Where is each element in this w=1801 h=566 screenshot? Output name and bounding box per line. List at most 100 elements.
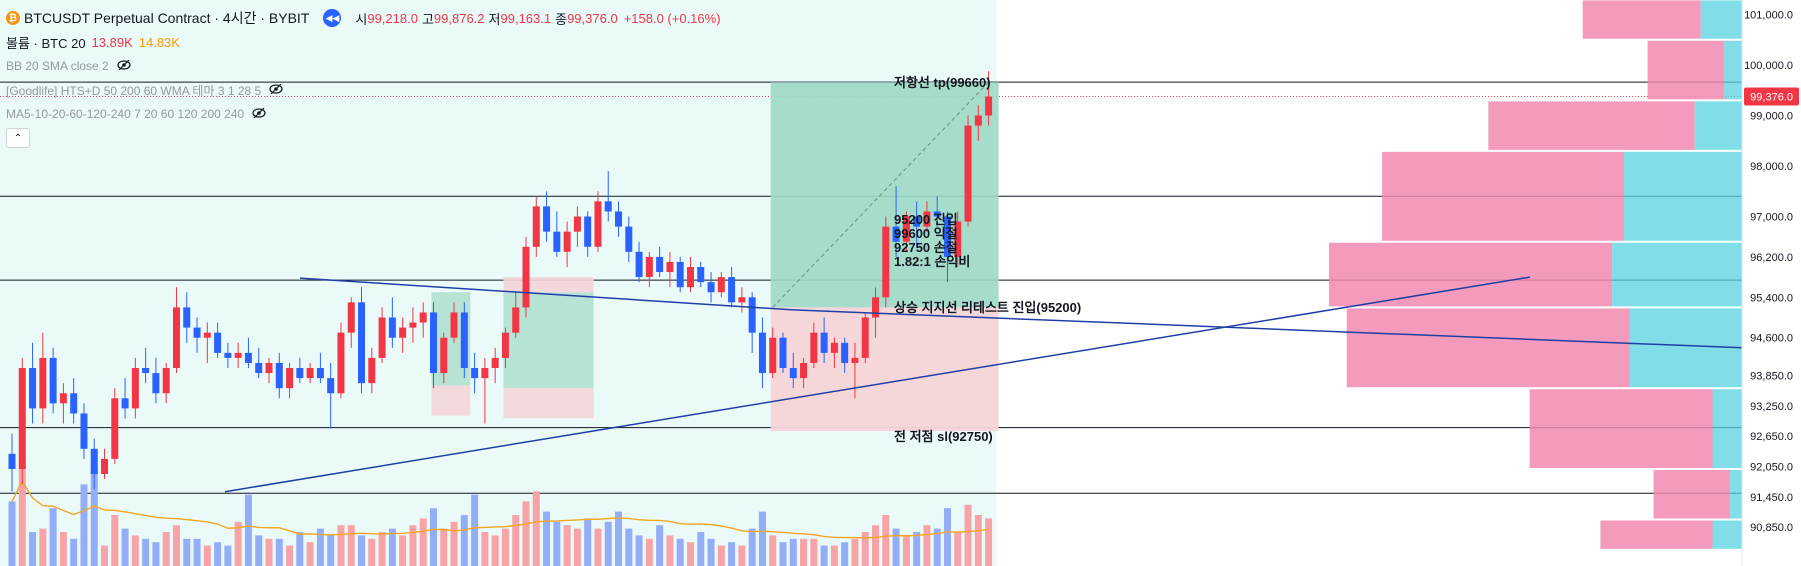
volume-bar [501, 528, 509, 566]
indicator-hts-row[interactable]: [Goodlife] HTS+D 50 200 60 WMA 테마 3 1 28… [6, 78, 721, 102]
price-tick-label: 97,000.0 [1750, 212, 1793, 224]
candle-body [604, 201, 612, 212]
volume-bar [39, 528, 47, 566]
symbol-row: ₿ BTCUSDT Perpetual Contract · 4시간 · BYB… [6, 6, 721, 30]
volume-bar [49, 508, 57, 566]
candle-body [584, 216, 592, 247]
volume-bar [90, 467, 98, 566]
candlesticks[interactable] [8, 71, 993, 492]
prior-position-loss-zone [503, 388, 594, 419]
profile-sell-bar [1600, 520, 1713, 549]
volume-bar [142, 538, 150, 566]
collapse-legend-icon[interactable]: ◀◀ [323, 9, 342, 27]
last-price-tag-label: 99,376.0 [1750, 92, 1793, 104]
volume-label: 볼륨 · BTC 20 [6, 35, 86, 51]
volume-bar [810, 538, 818, 566]
volume-bar [429, 508, 437, 566]
candle-body [830, 342, 838, 353]
candle-body [563, 231, 571, 252]
candle-body [943, 216, 951, 257]
volume-bar [954, 532, 962, 566]
candle-body [203, 332, 211, 338]
volume-bar [594, 528, 602, 566]
price-tick-label: 100,000.0 [1744, 60, 1793, 72]
volume-bar [532, 491, 540, 566]
prior-position-profit-zone [503, 292, 594, 389]
volume-bar [234, 521, 242, 566]
note-risk-reward: 1.82:1 손익비 [894, 254, 970, 269]
volume-bar [522, 501, 530, 566]
open-value: 99,218.0 [367, 10, 418, 26]
chart-legend: ₿ BTCUSDT Perpetual Contract · 4시간 · BYB… [6, 6, 721, 150]
indicator-ma-label: MA5-10-20-60-120-240 7 20 60 120 200 240 [6, 107, 245, 121]
candle-body [265, 362, 273, 374]
volume-bar [255, 535, 263, 566]
volume-bar [306, 542, 314, 566]
candle-body [635, 251, 643, 278]
candle-body [481, 368, 489, 379]
price-tick-label: 94,600.0 [1750, 333, 1793, 345]
trendlines[interactable] [224, 276, 1743, 493]
volume-row[interactable]: 볼륨 · BTC 20 13.89K 14.83K [6, 30, 721, 54]
candle-body [974, 115, 982, 126]
chevron-up-icon[interactable]: ⌃ [6, 128, 30, 148]
profile-sell-bar [1488, 101, 1695, 150]
candle-body [851, 357, 859, 363]
candle-body [152, 373, 160, 394]
candle-body [553, 231, 561, 252]
last-price-tag [1744, 87, 1799, 106]
volume-bar [943, 508, 951, 566]
eye-off-icon[interactable] [269, 83, 283, 98]
candle-body [779, 337, 787, 368]
volume-bar [800, 538, 808, 566]
symbol-title[interactable]: BTCUSDT Perpetual Contract · 4시간 · BYBIT [24, 10, 310, 26]
price-axis-background [1742, 0, 1801, 566]
eye-off-icon[interactable] [117, 59, 131, 74]
candle-body [707, 282, 715, 293]
volume-bar [584, 518, 592, 566]
candle-body [933, 211, 941, 217]
volume-bar [368, 538, 376, 566]
volume-bar [460, 515, 468, 566]
candle-body [142, 368, 150, 374]
profile-sell-bar [1529, 389, 1713, 468]
volume-bar [481, 532, 489, 566]
resistance-trendline [299, 277, 794, 311]
candle-body [512, 307, 520, 333]
indicator-ma-row[interactable]: MA5-10-20-60-120-240 7 20 60 120 200 240 [6, 102, 721, 126]
volume-bar [779, 542, 787, 566]
volume-bar [327, 535, 335, 566]
candle-body [440, 337, 448, 374]
candle-body [645, 256, 653, 278]
price-axis[interactable]: 101,000.0 100,000.0 99,000.0 98,000.0 97,000… [1741, 0, 1801, 566]
candle-body [388, 317, 396, 338]
volume-bar [275, 538, 283, 566]
candle-body [101, 458, 109, 475]
candle-body [532, 206, 540, 247]
candle-body [522, 246, 530, 308]
candle-body [368, 357, 376, 384]
candle-body [800, 362, 808, 379]
volume-bar [645, 538, 653, 566]
bitcoin-icon: ₿ [6, 11, 20, 25]
volume-bar [707, 538, 715, 566]
candle-body [872, 297, 880, 318]
volume-bar [882, 515, 890, 566]
volume-bar [697, 532, 705, 566]
candle-body [913, 216, 921, 227]
volume-bar [347, 525, 355, 566]
price-tick-label: 91,450.0 [1750, 492, 1793, 504]
profile-buy-bar [1730, 470, 1743, 519]
volume-bar [738, 545, 746, 566]
support-trendline [224, 425, 621, 493]
candle-body [748, 297, 756, 333]
indicator-bb-label: BB 20 SMA close 2 [6, 59, 109, 73]
volume-bar [59, 532, 67, 566]
eye-off-icon[interactable] [252, 107, 266, 122]
indicator-bb-row[interactable]: BB 20 SMA close 2 [6, 54, 721, 78]
volume-bar [316, 528, 324, 566]
volume-bar [676, 538, 684, 566]
volume-bar [964, 504, 972, 566]
prior-position-loss-zone [431, 385, 471, 416]
